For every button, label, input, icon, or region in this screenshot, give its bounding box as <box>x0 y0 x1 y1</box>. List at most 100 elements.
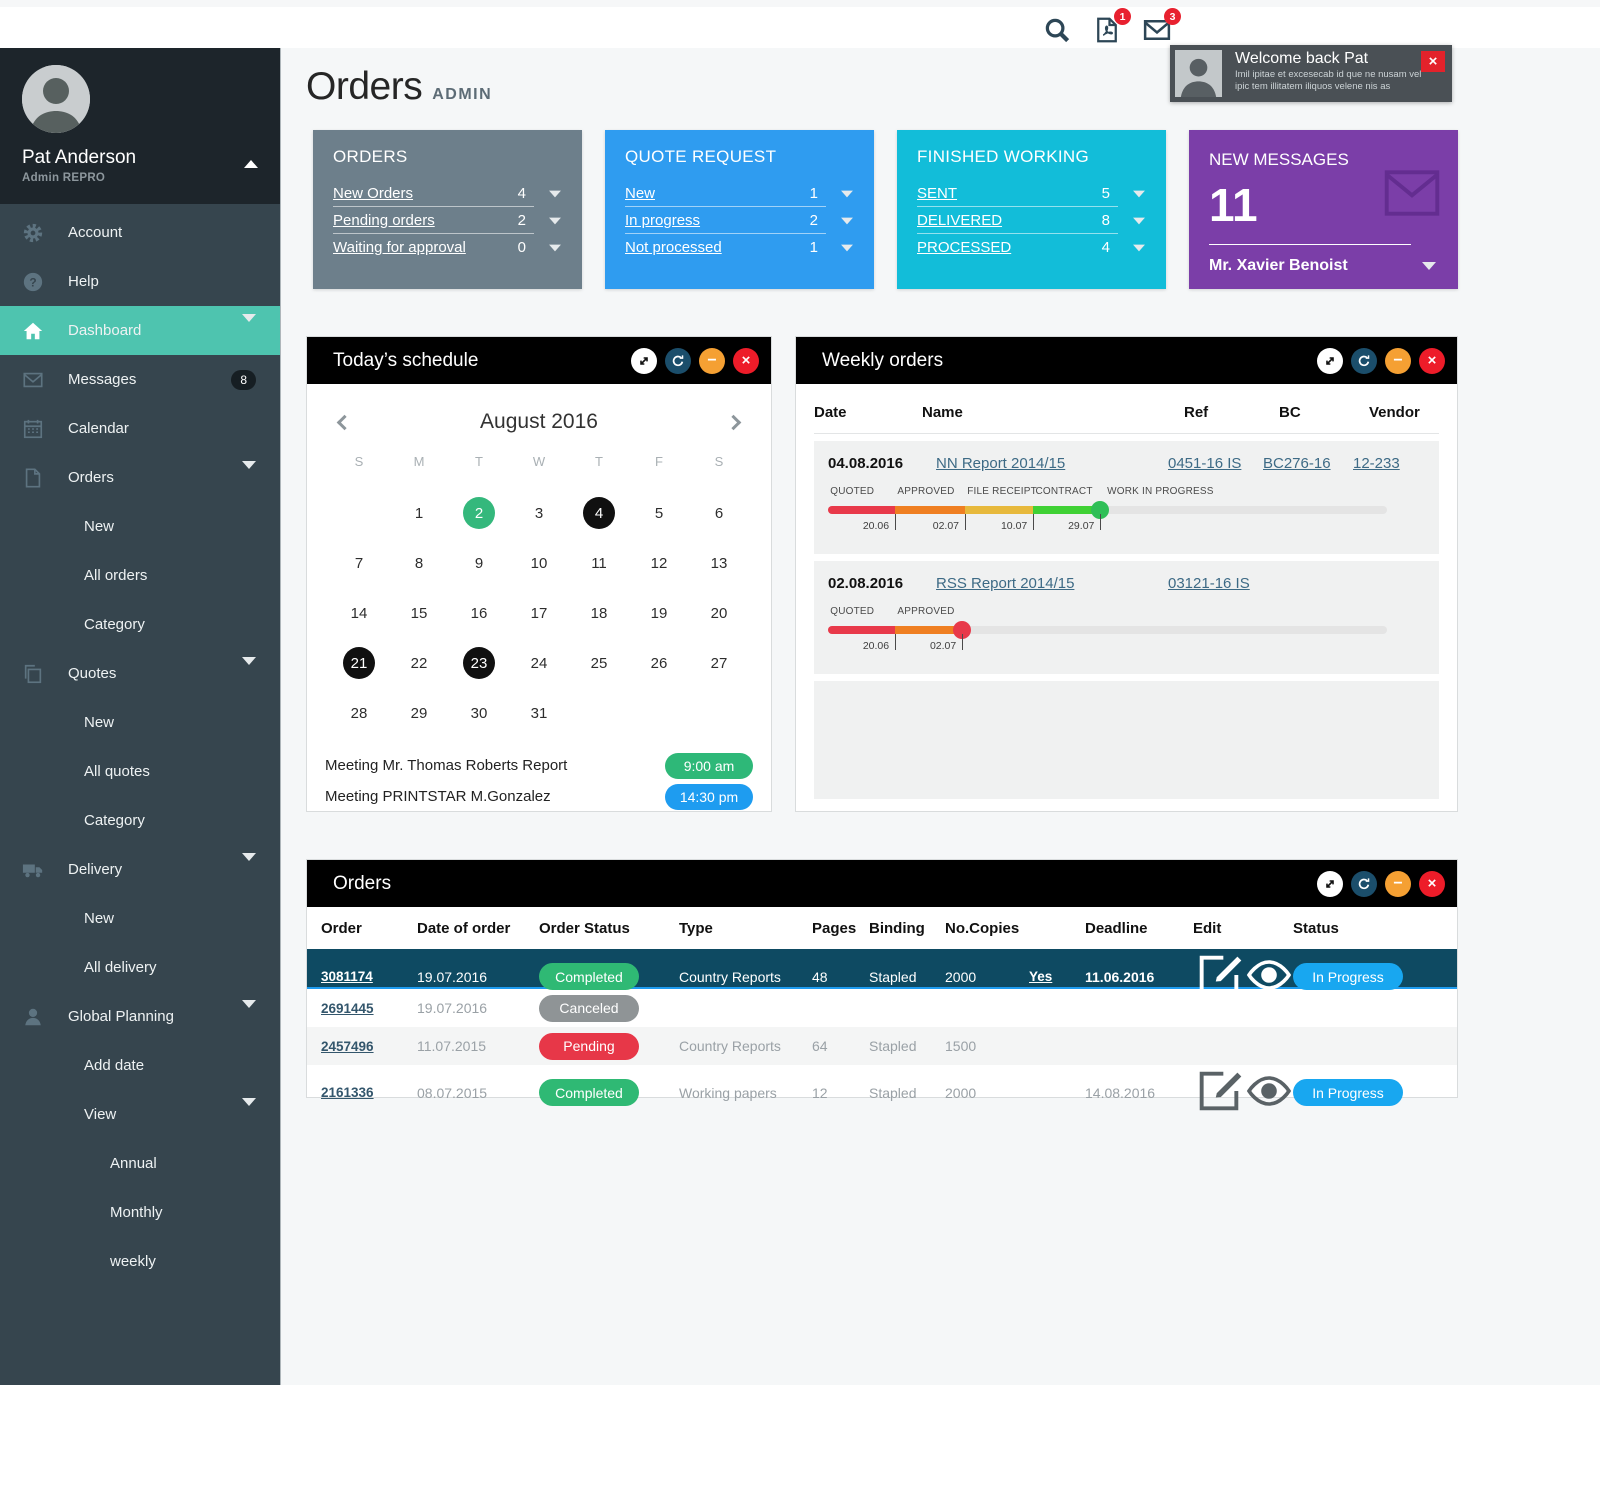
sidebar-item-new[interactable]: New <box>0 698 280 747</box>
calendar-day-15[interactable]: 15 <box>389 588 449 638</box>
calendar-day-27[interactable]: 27 <box>689 638 749 688</box>
messages-contact-dropdown[interactable]: Mr. Xavier Benoist <box>1209 257 1438 275</box>
stat-link-in-progress[interactable]: In progress <box>625 211 701 229</box>
sidebar-profile[interactable]: Pat Anderson Admin REPRO <box>0 48 280 204</box>
minimize-icon[interactable]: − <box>699 347 725 374</box>
calendar-day-21[interactable]: 21 <box>329 638 389 688</box>
chevron-down-icon[interactable] <box>1133 244 1145 251</box>
eye-icon[interactable] <box>1245 1076 1293 1114</box>
close-icon[interactable]: × <box>1419 347 1445 374</box>
sidebar-item-annual[interactable]: Annual <box>0 1139 280 1188</box>
calendar-day-25[interactable]: 25 <box>569 638 629 688</box>
calendar-day-14[interactable]: 14 <box>329 588 389 638</box>
search-icon[interactable] <box>1042 15 1072 45</box>
sidebar-item-delivery[interactable]: Delivery <box>0 845 280 894</box>
calendar-day-1[interactable]: 1 <box>389 488 449 538</box>
refresh-icon[interactable] <box>1351 870 1377 897</box>
calendar-day-5[interactable]: 5 <box>629 488 689 538</box>
chevron-down-icon[interactable] <box>549 244 561 251</box>
stat-link-delivered[interactable]: DELIVERED <box>917 211 1003 229</box>
minimize-icon[interactable]: − <box>1385 870 1411 897</box>
refresh-icon[interactable] <box>1351 347 1377 374</box>
sidebar-item-monthly[interactable]: Monthly <box>0 1188 280 1237</box>
order-number-link[interactable]: 2457496 <box>321 1038 374 1054</box>
calendar-day-3[interactable]: 3 <box>509 488 569 538</box>
meeting-item[interactable]: Meeting PRINTSTAR M.Gonzalez 14:30 pm <box>325 781 753 812</box>
weekly-name-link[interactable]: RSS Report 2014/15 <box>936 575 1075 592</box>
calendar-day-22[interactable]: 22 <box>389 638 449 688</box>
chevron-down-icon[interactable] <box>841 217 853 224</box>
calendar-day-6[interactable]: 6 <box>689 488 749 538</box>
sidebar-item-category[interactable]: Category <box>0 796 280 845</box>
sidebar-item-account[interactable]: Account <box>0 208 280 257</box>
collapse-profile-icon[interactable] <box>244 160 258 168</box>
calendar-day-12[interactable]: 12 <box>629 538 689 588</box>
calendar-day-26[interactable]: 26 <box>629 638 689 688</box>
edit-icon[interactable] <box>1193 955 1245 1004</box>
stat-link-new-orders[interactable]: New Orders <box>333 184 414 202</box>
calendar-day-28[interactable]: 28 <box>329 688 389 738</box>
chevron-down-icon[interactable] <box>549 217 561 224</box>
calendar-day-16[interactable]: 16 <box>449 588 509 638</box>
sidebar-item-quotes[interactable]: Quotes <box>0 649 280 698</box>
approved-link[interactable]: Yes <box>1029 969 1053 984</box>
sidebar-item-view[interactable]: View <box>0 1090 280 1139</box>
order-number-link[interactable]: 2691445 <box>321 1000 374 1016</box>
calendar-day-18[interactable]: 18 <box>569 588 629 638</box>
expand-icon[interactable] <box>1317 347 1343 374</box>
chevron-down-icon[interactable] <box>549 190 561 197</box>
weekly-ref-link[interactable]: 03121-16 IS <box>1168 575 1250 592</box>
calendar-day-4[interactable]: 4 <box>569 488 629 538</box>
chevron-down-icon[interactable] <box>841 190 853 197</box>
calendar-day-23[interactable]: 23 <box>449 638 509 688</box>
minimize-icon[interactable]: − <box>1385 347 1411 374</box>
sidebar-item-global-planning[interactable]: Global Planning <box>0 992 280 1041</box>
chevron-down-icon[interactable] <box>841 244 853 251</box>
sidebar-item-all-delivery[interactable]: All delivery <box>0 943 280 992</box>
weekly-vendor-link[interactable]: 12-233 <box>1353 455 1400 472</box>
stat-link-new[interactable]: New <box>625 184 656 202</box>
sidebar-item-new[interactable]: New <box>0 502 280 551</box>
sidebar-item-all-quotes[interactable]: All quotes <box>0 747 280 796</box>
weekly-ref-link[interactable]: 0451-16 IS <box>1168 455 1242 472</box>
toast-close-icon[interactable]: × <box>1421 51 1445 72</box>
mail-icon[interactable]: 3 <box>1142 8 1181 45</box>
calendar-day-29[interactable]: 29 <box>389 688 449 738</box>
close-icon[interactable]: × <box>733 347 759 374</box>
stat-link-processed[interactable]: PROCESSED <box>917 239 1012 256</box>
calendar-next-icon[interactable] <box>725 414 742 430</box>
order-number-link[interactable]: 2161336 <box>321 1085 374 1100</box>
calendar-day-2[interactable]: 2 <box>449 488 509 538</box>
sidebar-item-add-date[interactable]: Add date <box>0 1041 280 1090</box>
edit-icon[interactable] <box>1193 1071 1245 1120</box>
chevron-down-icon[interactable] <box>1133 217 1145 224</box>
eye-icon[interactable] <box>1245 960 1293 998</box>
sidebar-item-orders[interactable]: Orders <box>0 453 280 502</box>
calendar-day-11[interactable]: 11 <box>569 538 629 588</box>
calendar-day-7[interactable]: 7 <box>329 538 389 588</box>
expand-icon[interactable] <box>631 347 657 374</box>
calendar-day-10[interactable]: 10 <box>509 538 569 588</box>
calendar-day-24[interactable]: 24 <box>509 638 569 688</box>
weekly-bc-link[interactable]: BC276-16 <box>1263 455 1331 472</box>
stat-link-waiting-for-approval[interactable]: Waiting for approval <box>333 239 466 256</box>
close-icon[interactable]: × <box>1419 870 1445 897</box>
sidebar-item-category[interactable]: Category <box>0 600 280 649</box>
sidebar-item-help[interactable]: ? Help <box>0 257 280 306</box>
stat-link-sent[interactable]: SENT <box>917 184 958 202</box>
sidebar-item-dashboard[interactable]: Dashboard <box>0 306 280 355</box>
calendar-day-9[interactable]: 9 <box>449 538 509 588</box>
stat-link-not-processed[interactable]: Not processed <box>625 239 722 256</box>
stat-link-pending-orders[interactable]: Pending orders <box>333 211 435 229</box>
meeting-item[interactable]: Meeting Mr. Thomas Roberts Report 9:00 am <box>325 750 753 781</box>
calendar-day-31[interactable]: 31 <box>509 688 569 738</box>
pdf-icon[interactable]: 1 <box>1092 8 1131 45</box>
sidebar-item-all-orders[interactable]: All orders <box>0 551 280 600</box>
calendar-day-13[interactable]: 13 <box>689 538 749 588</box>
sidebar-item-weekly[interactable]: weekly <box>0 1237 280 1286</box>
order-number-link[interactable]: 3081174 <box>321 969 373 984</box>
expand-icon[interactable] <box>1317 870 1343 897</box>
chevron-down-icon[interactable] <box>1133 190 1145 197</box>
weekly-name-link[interactable]: NN Report 2014/15 <box>936 455 1066 472</box>
sidebar-item-new[interactable]: New <box>0 894 280 943</box>
